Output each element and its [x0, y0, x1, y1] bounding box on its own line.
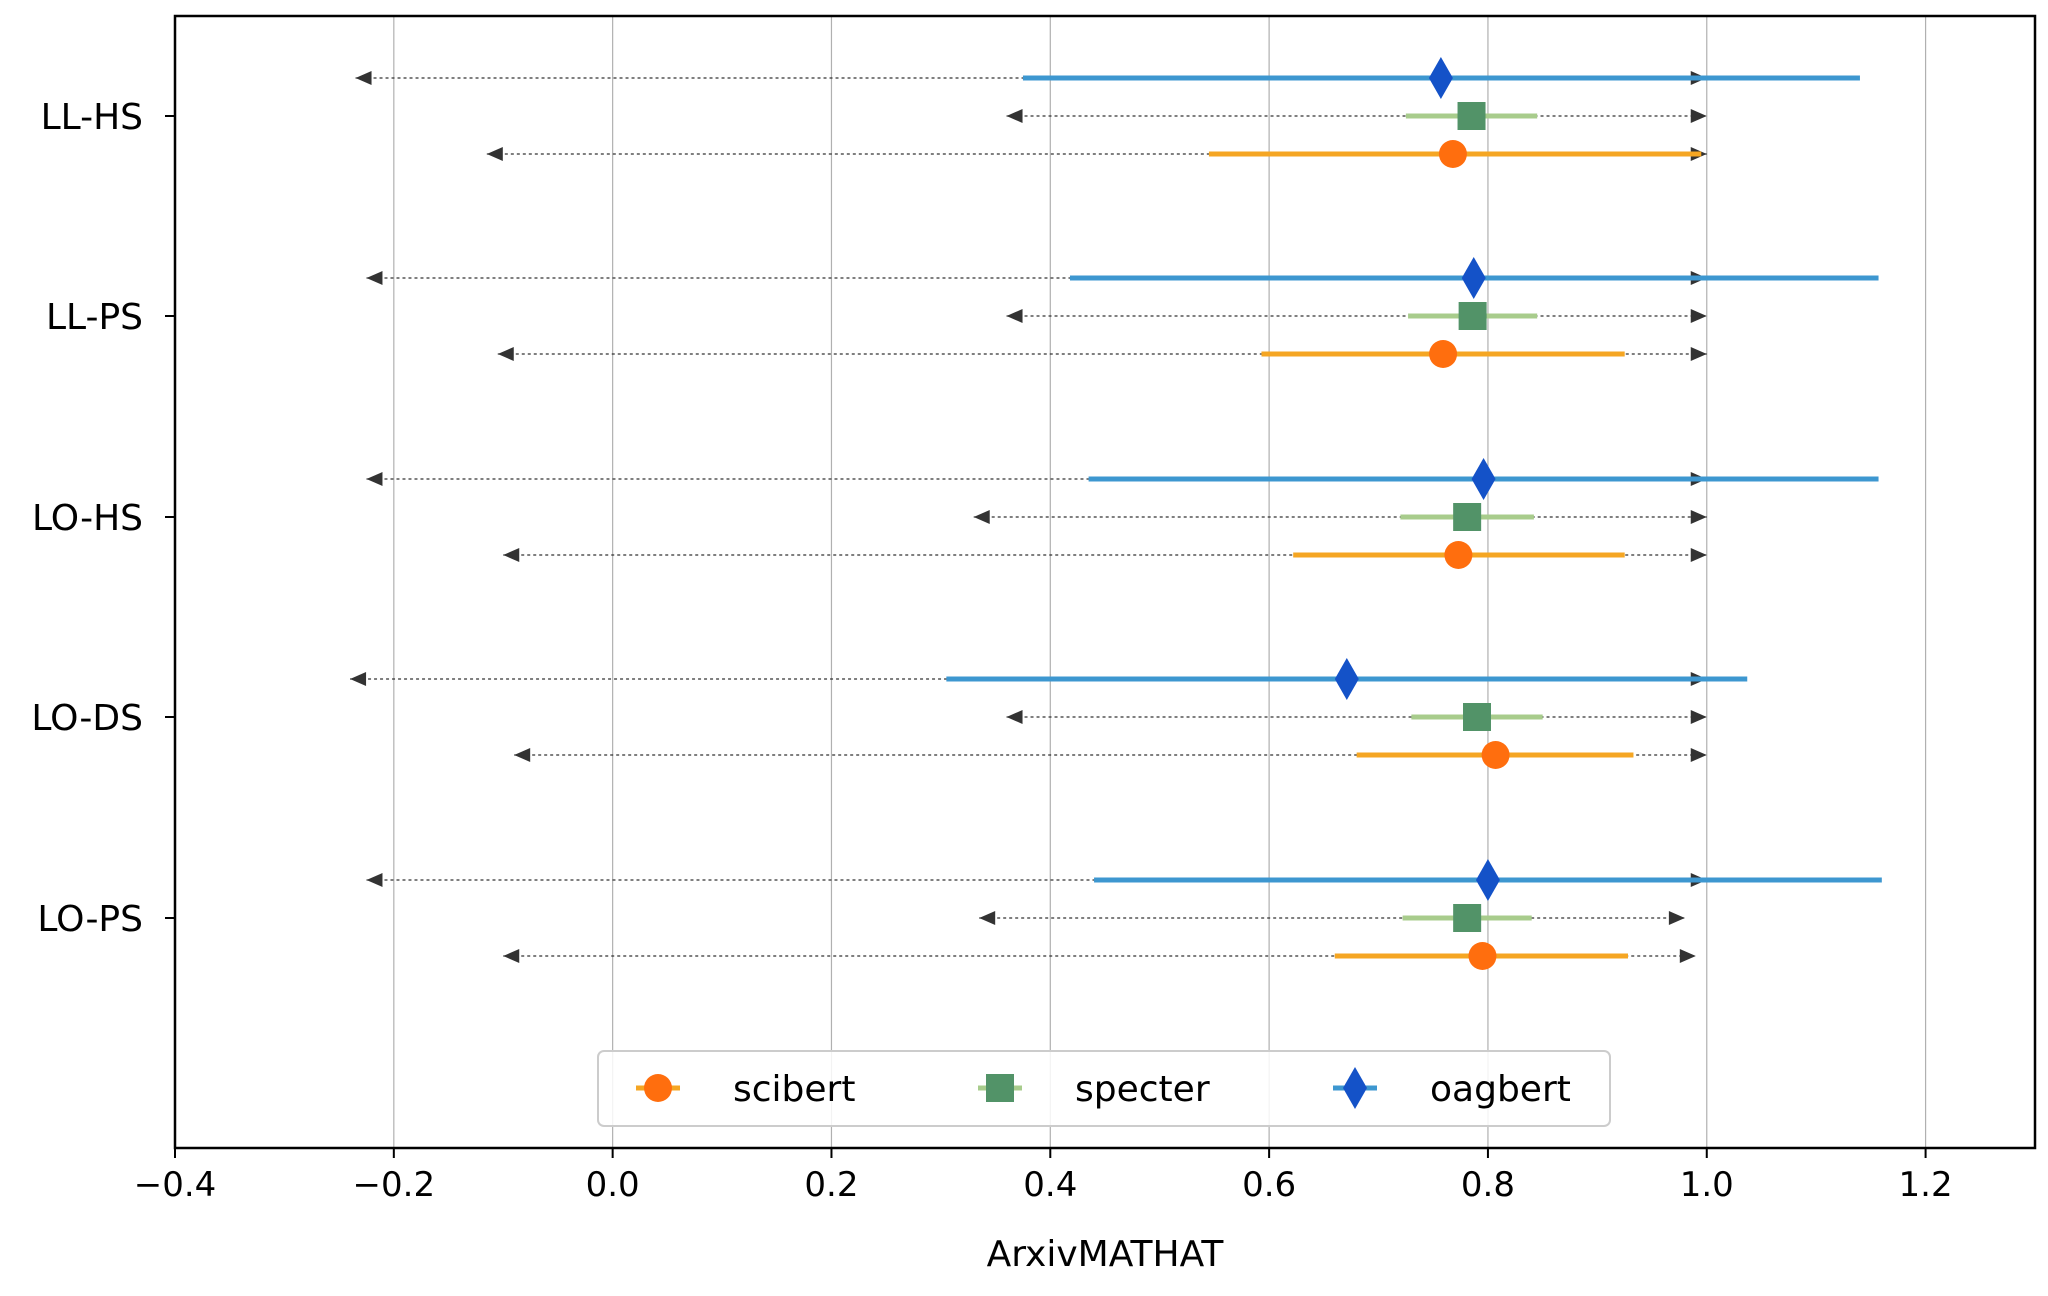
oagbert-marker [1461, 257, 1486, 299]
specter-marker [1458, 302, 1487, 330]
scibert-marker [1444, 541, 1473, 569]
y-tick-label: LL-HS [41, 97, 143, 138]
range-arrow-left [366, 472, 383, 486]
scibert-marker [1481, 741, 1510, 769]
x-tick-label: 0.4 [1023, 1165, 1077, 1205]
y-tick-label: LO-PS [37, 899, 143, 940]
range-arrow-left [366, 873, 383, 887]
x-tick-label: 1.0 [1680, 1165, 1734, 1205]
confidence-bars [946, 75, 1882, 959]
range-arrow-left [1006, 710, 1023, 724]
y-axis-ticks: LL-HS LL-PS LO-HS LO-DS LO-PS [31, 97, 175, 940]
y-tick-label: LO-DS [31, 698, 143, 739]
range-arrow-right [1690, 548, 1707, 562]
range-arrow-left [355, 71, 372, 85]
y-tick-label: LO-HS [32, 498, 143, 539]
range-arrow-left [350, 672, 367, 686]
range-arrow-left [486, 147, 503, 161]
oagbert-marker [1471, 458, 1496, 500]
x-tick-label: 1.2 [1899, 1165, 1953, 1205]
range-arrow-right [1690, 109, 1707, 123]
range-arrow-left [497, 347, 514, 361]
gridlines [174, 16, 1927, 1148]
specter-marker [1453, 503, 1482, 531]
range-arrow-right [1690, 347, 1707, 361]
x-axis-label: ArxivMATHAT [987, 1234, 1225, 1275]
range-arrow-left [979, 911, 996, 925]
legend-label: scibert [733, 1069, 855, 1110]
legend-label: oagbert [1430, 1069, 1571, 1110]
legend-label: specter [1075, 1069, 1210, 1110]
x-axis-ticks: −0.4 −0.2 0.0 0.2 0.4 0.6 0.8 1.0 1.2 [134, 1148, 1953, 1205]
specter-marker [1463, 703, 1491, 731]
scibert-marker [1429, 340, 1458, 368]
range-arrow-right [1679, 949, 1696, 963]
plot-frame [173, 14, 2037, 1150]
legend-specter-marker [986, 1074, 1014, 1102]
x-tick-label: 0.6 [1242, 1165, 1296, 1205]
y-tick-label: LL-PS [46, 297, 143, 338]
scibert-marker [1438, 140, 1467, 168]
x-tick-label: 0.2 [804, 1165, 858, 1205]
x-tick-label: −0.4 [134, 1165, 217, 1205]
x-tick-label: 0.8 [1461, 1165, 1515, 1205]
legend-scibert-marker [644, 1074, 672, 1102]
legend-oagbert-marker [1343, 1067, 1367, 1109]
range-arrow-left [503, 949, 520, 963]
range-arrow-right [1690, 510, 1707, 524]
range-arrow-right [1690, 748, 1707, 762]
range-arrow-right [1690, 309, 1707, 323]
x-tick-label: −0.2 [353, 1165, 436, 1205]
legend-box [597, 1050, 1611, 1127]
range-arrow-left [1006, 309, 1023, 323]
oagbert-marker [1334, 658, 1359, 700]
range-arrow-left [503, 548, 520, 562]
x-tick-label: 0.0 [586, 1165, 640, 1205]
range-arrow-left [366, 271, 383, 285]
scibert-marker [1468, 942, 1497, 970]
range-arrow-left [1006, 109, 1023, 123]
specter-marker [1457, 102, 1486, 130]
oagbert-marker [1475, 859, 1500, 901]
range-arrow-left [514, 748, 531, 762]
range-arrow-right [1690, 710, 1707, 724]
range-arrow-right [1668, 911, 1685, 925]
point-markers [1334, 57, 1510, 970]
legend: scibert specter oagbert [597, 1050, 1611, 1127]
specter-marker [1453, 904, 1482, 932]
oagbert-marker [1428, 57, 1453, 99]
range-arrow-left [973, 510, 990, 524]
